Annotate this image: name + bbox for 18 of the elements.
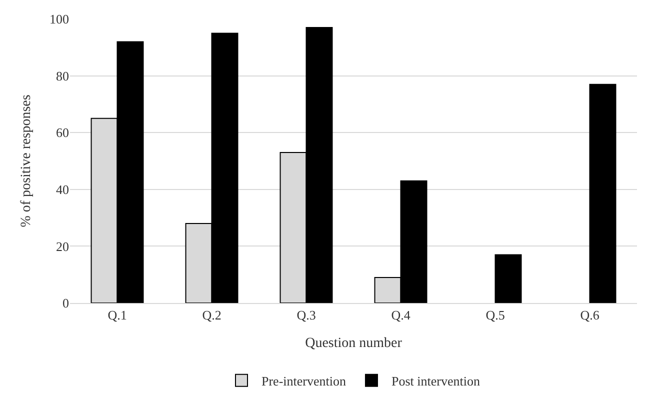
x-tick-label: Q.5 bbox=[486, 308, 505, 323]
x-tick-label: Q.6 bbox=[580, 308, 600, 323]
y-tick-label: 60 bbox=[56, 125, 69, 140]
y-axis-title: % of positive responses bbox=[19, 94, 34, 228]
x-tick-label: Q.4 bbox=[391, 308, 411, 323]
x-axis-title: Question number bbox=[305, 336, 402, 351]
y-tick-label: 100 bbox=[50, 12, 69, 27]
bar bbox=[494, 254, 522, 303]
legend-label: Pre-intervention bbox=[262, 374, 346, 388]
bar bbox=[589, 84, 616, 303]
x-tick-label: Q.3 bbox=[296, 308, 316, 323]
y-tick-label: 40 bbox=[56, 182, 69, 197]
y-tick-label: 20 bbox=[56, 238, 69, 254]
legend-label: Post intervention bbox=[391, 374, 480, 388]
x-tick-label: Q.2 bbox=[202, 308, 222, 323]
y-tick-label: 0 bbox=[62, 296, 69, 311]
y-tick-label: 80 bbox=[56, 68, 69, 84]
x-tick-label: Q.1 bbox=[108, 308, 127, 323]
